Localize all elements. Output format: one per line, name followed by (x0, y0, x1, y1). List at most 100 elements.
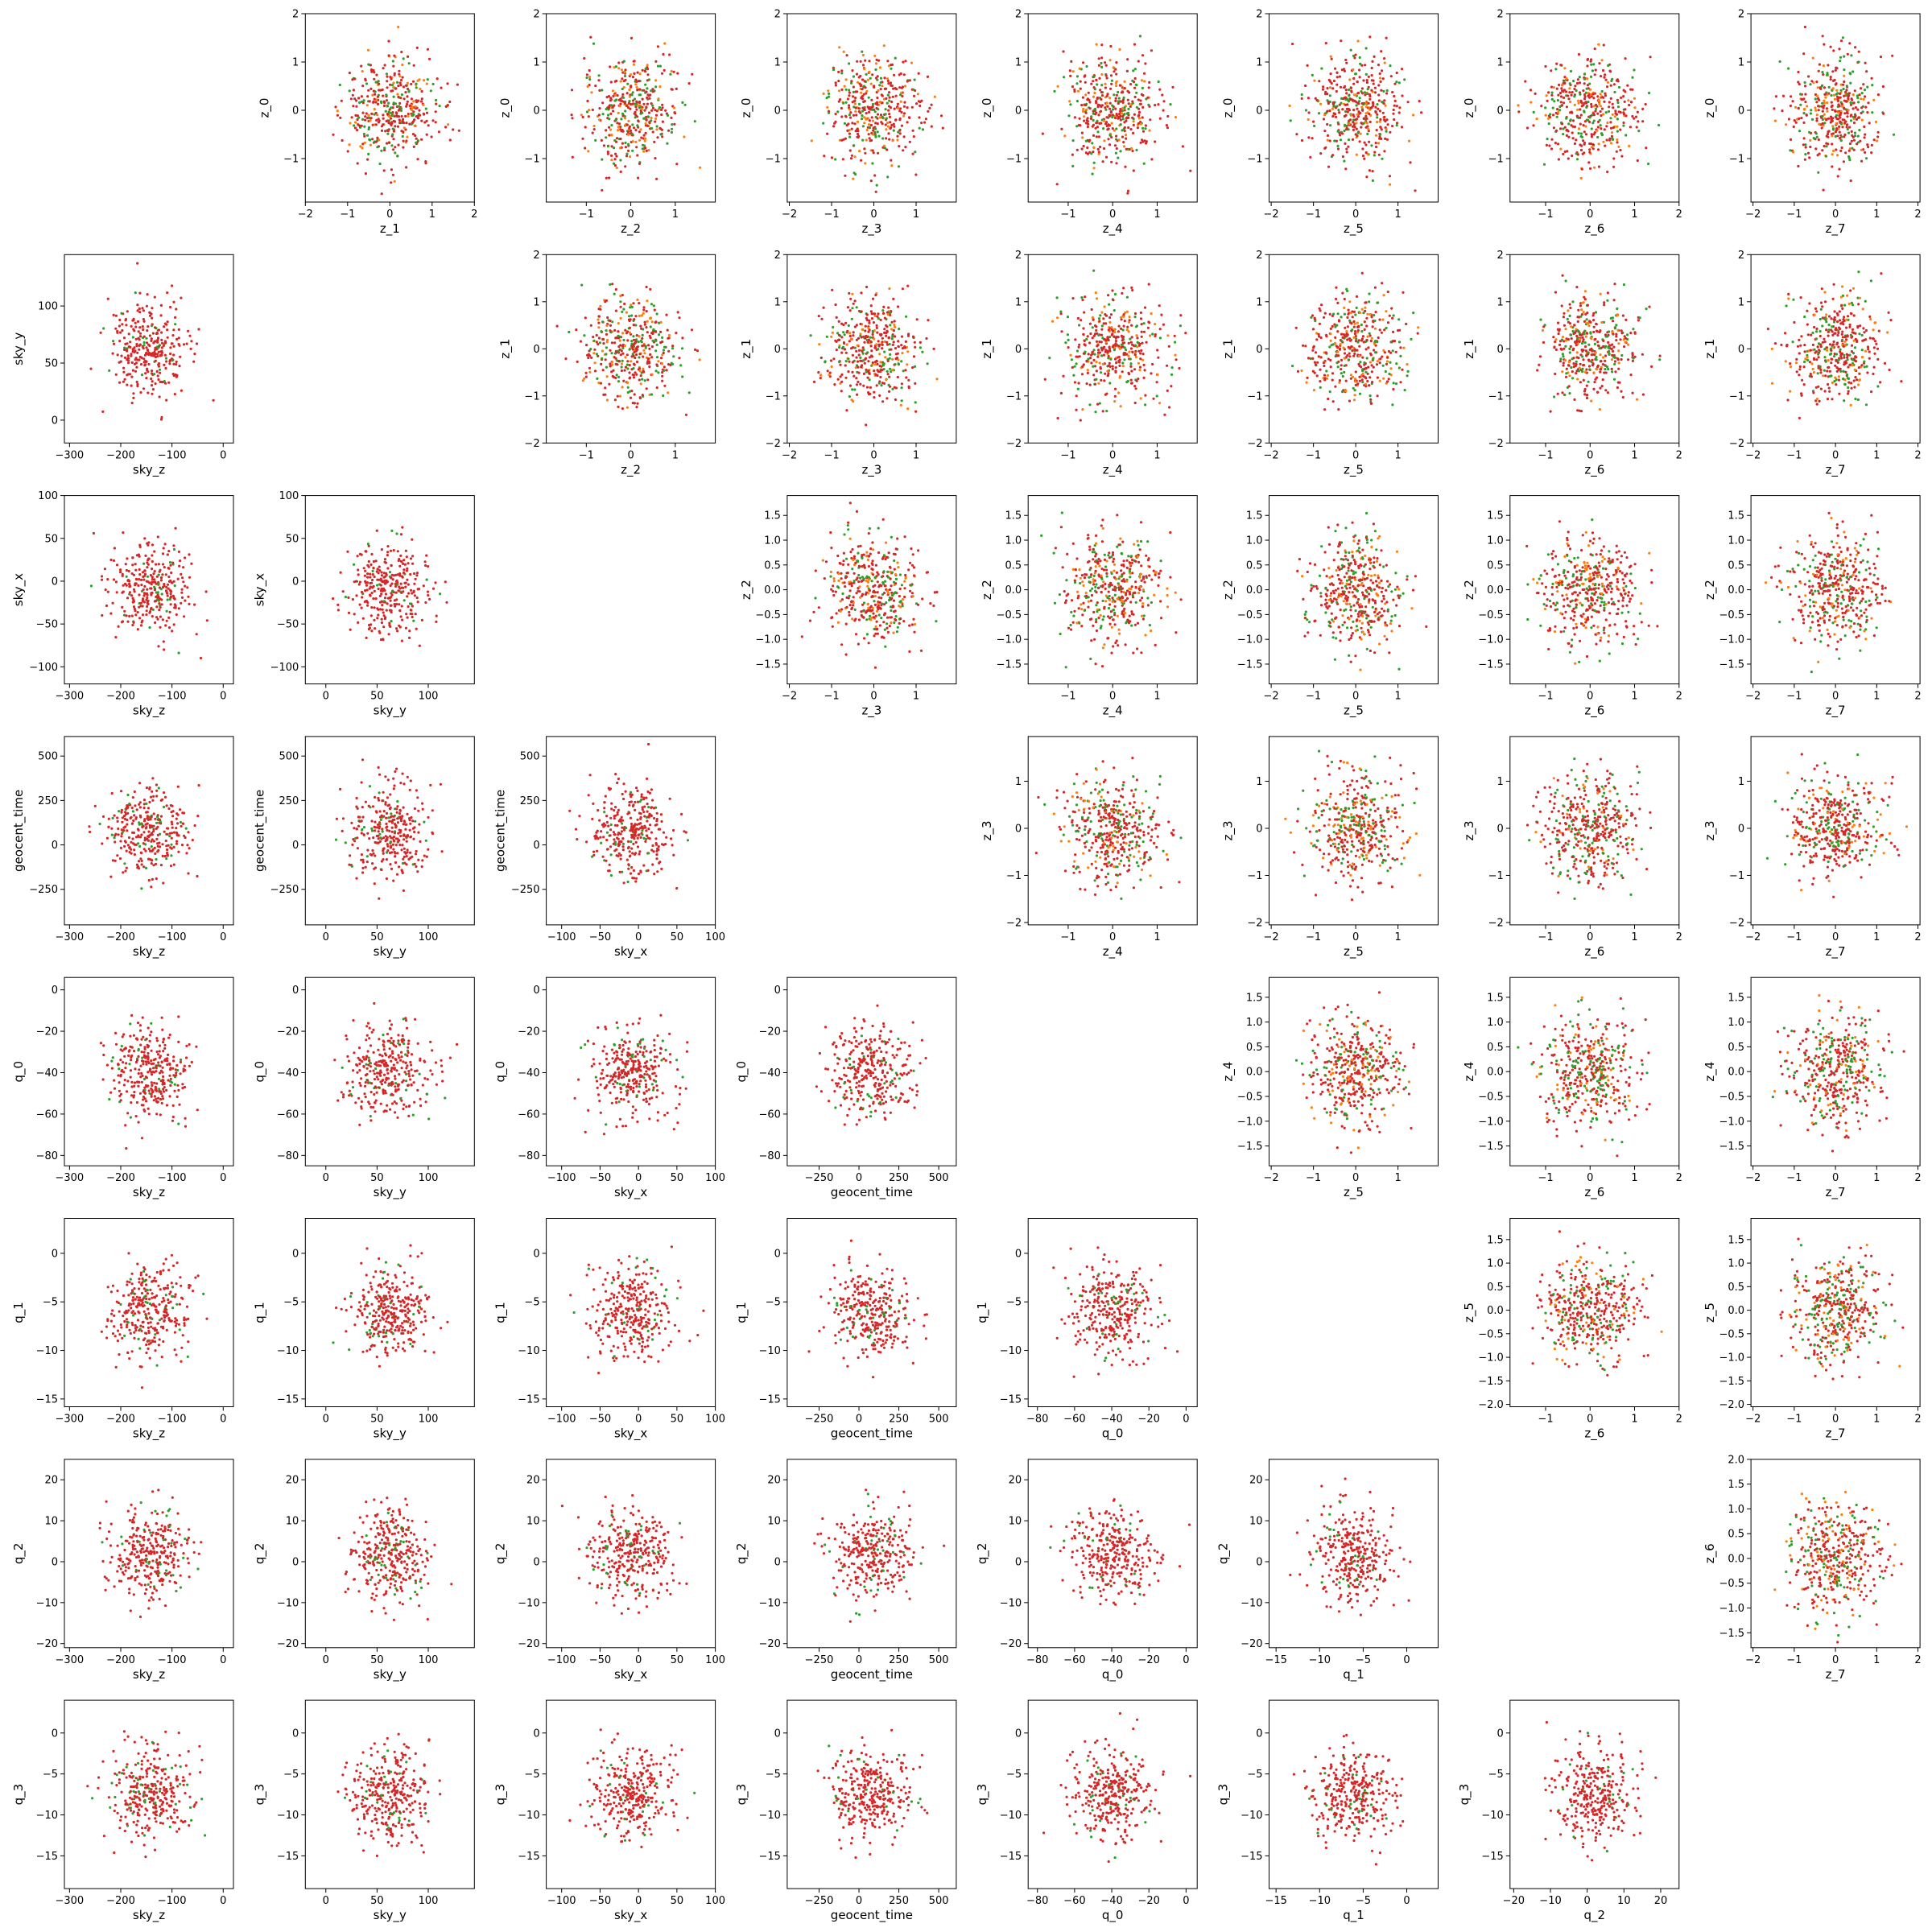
scatter-point (593, 361, 597, 365)
scatter-points (332, 25, 460, 196)
scatter-point (886, 121, 890, 125)
scatter-point (1847, 109, 1850, 112)
scatter-point (840, 115, 844, 118)
scatter-point (848, 332, 852, 335)
scatter-point (1386, 321, 1390, 324)
scatter-point (615, 374, 618, 377)
scatter-point (1118, 374, 1122, 378)
scatter-point (836, 110, 840, 114)
scatter-point (382, 94, 385, 97)
scatter-point (609, 319, 612, 323)
scatter-point (1133, 401, 1137, 405)
scatter-point (1336, 350, 1340, 353)
scatter-point (1070, 358, 1073, 361)
scatter-point (1579, 93, 1582, 96)
scatter-point (1142, 376, 1146, 379)
scatter-point (1619, 128, 1622, 131)
scatter-point (1365, 324, 1368, 328)
scatter-point (843, 122, 846, 125)
scatter-point (648, 334, 651, 337)
scatter-point (1587, 380, 1590, 383)
scatter-point (1117, 97, 1121, 100)
scatter-point (1597, 165, 1601, 168)
scatter-point (410, 97, 413, 101)
scatter-point (1864, 151, 1867, 154)
scatter-point (636, 348, 639, 351)
scatter-point (1146, 326, 1150, 329)
scatter-point (904, 146, 907, 149)
scatter-point (1831, 134, 1834, 138)
scatter-point (1864, 133, 1867, 136)
scatter-point (1390, 307, 1393, 310)
scatter-point (631, 76, 635, 79)
scatter-point (1118, 364, 1121, 367)
scatter-point (927, 109, 930, 113)
scatter-point (1092, 334, 1096, 337)
scatter-point (1361, 335, 1364, 338)
scatter-point (1326, 374, 1330, 377)
scatter-point (400, 51, 403, 54)
scatter-point (1891, 54, 1894, 57)
scatter-point (879, 114, 883, 117)
scatter-point (1603, 303, 1606, 307)
scatter-point (396, 155, 399, 158)
scatter-point (822, 122, 825, 125)
scatter-point (1391, 125, 1394, 128)
scatter-point (1141, 86, 1144, 89)
scatter-point (902, 112, 906, 115)
scatter-point (1377, 107, 1380, 110)
scatter-point (1349, 374, 1352, 377)
scatter-point (883, 331, 886, 334)
scatter-point (588, 109, 591, 112)
scatter-point (1550, 97, 1554, 101)
scatter-point (646, 124, 649, 127)
scatter-point (1113, 144, 1117, 147)
scatter-point (627, 142, 630, 146)
scatter-point (604, 300, 607, 303)
scatter-point (1082, 363, 1085, 366)
scatter-point (1389, 183, 1392, 186)
scatter-point (1569, 69, 1573, 73)
scatter-point (1602, 43, 1605, 47)
scatter-point (1143, 369, 1146, 372)
scatter-point (891, 369, 894, 372)
scatter-point (1314, 363, 1318, 366)
scatter-point (1593, 73, 1596, 76)
scatter-point (1355, 153, 1358, 156)
scatter-point (1836, 175, 1839, 178)
scatter-point (840, 88, 844, 91)
scatter-point (382, 104, 386, 108)
scatter-point (890, 348, 893, 351)
scatter-point (1143, 80, 1146, 83)
scatter-point (372, 101, 375, 104)
scatter-point (840, 351, 844, 354)
scatter-point (1590, 58, 1593, 61)
scatter-point (1063, 76, 1066, 79)
scatter-point (634, 83, 638, 86)
scatter-point (1140, 330, 1143, 333)
scatter-point (1117, 138, 1121, 142)
scatter-point (1348, 94, 1351, 97)
scatter-point (402, 126, 406, 130)
scatter-point (1576, 78, 1579, 81)
scatter-point (1578, 81, 1582, 85)
scatter-point (845, 54, 848, 57)
scatter-point (884, 113, 887, 116)
scatter-point (1389, 64, 1392, 68)
scatter-point (1378, 72, 1381, 76)
scatter-point (644, 137, 647, 140)
scatter-point (1363, 141, 1366, 144)
scatter-point (420, 97, 423, 101)
scatter-point (1144, 124, 1147, 127)
scatter-point (1311, 357, 1315, 360)
scatter-point (1127, 107, 1130, 110)
scatter-point (864, 329, 867, 332)
scatter-point (643, 323, 646, 326)
scatter-point (613, 341, 617, 345)
scatter-point (832, 357, 836, 361)
scatter-point (1092, 365, 1095, 368)
scatter-point (1100, 91, 1104, 94)
scatter-point (1109, 44, 1113, 48)
scatter-point (1817, 69, 1820, 72)
y-tick-label: 0 (774, 344, 781, 356)
